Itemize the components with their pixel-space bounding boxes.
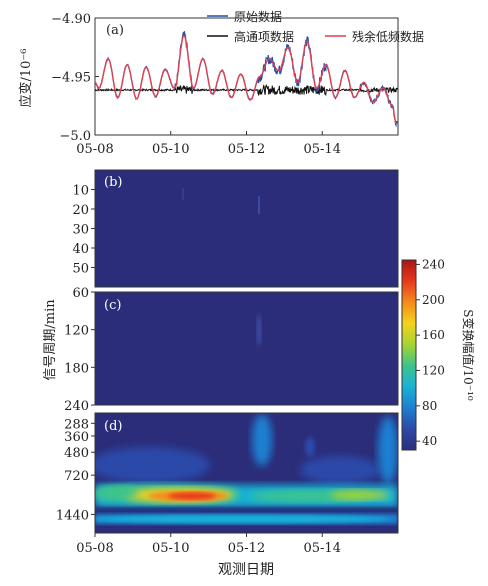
colorbar-tick-label: 120 xyxy=(422,363,445,377)
panel-d-xlabel: 观测日期 xyxy=(218,562,274,578)
panel-b-label: (b) xyxy=(104,175,122,190)
panel-d-ytick-label: 480 xyxy=(64,446,89,461)
panel-d-ytick-label: 1440 xyxy=(56,508,89,523)
colorbar-tick-label: 80 xyxy=(422,399,437,413)
colorbar-tick-label: 40 xyxy=(422,434,437,448)
panel-c-label: (c) xyxy=(104,298,121,313)
colorbar: 40 80 120 160 200 240 S变换幅值/10⁻¹⁰ xyxy=(401,257,476,451)
panel-c-ytick-label: 180 xyxy=(64,361,89,376)
panel-d-blob xyxy=(95,515,390,523)
panel-d-blob xyxy=(95,447,210,483)
panel-d-blob xyxy=(330,490,390,500)
panel-b-heatmap xyxy=(95,170,398,287)
panel-d-blob xyxy=(300,456,380,484)
panel-d-xtick-label: 05-12 xyxy=(228,541,265,556)
panel-a-ytick-label: −5.0 xyxy=(59,129,91,144)
panel-b-ytick-label: 50 xyxy=(72,262,89,277)
legend-label: 残余低频数据 xyxy=(352,29,424,44)
panel-a-ylabel: 应变/10⁻⁶ xyxy=(18,49,34,108)
panel-d-blob xyxy=(98,486,138,498)
panel-d-ytick-label: 360 xyxy=(64,430,89,445)
panel-d-gap xyxy=(95,508,398,514)
panel-c-ylabel: 信号周期/min xyxy=(43,299,58,381)
panel-d-blob xyxy=(305,437,315,457)
panel-b-ytick-label: 10 xyxy=(72,184,89,199)
panel-d-xtick-label: 05-14 xyxy=(304,541,341,556)
panel-a-ytick-label: −4.95 xyxy=(51,71,91,86)
panel-c-ytick-label: 240 xyxy=(64,399,89,414)
panel-c-frame xyxy=(94,291,399,406)
panel-b-ytick-label: 20 xyxy=(72,203,89,218)
panel-d-blob xyxy=(168,492,216,500)
legend-label: 高通项数据 xyxy=(234,29,294,44)
panel-a-xtick-label: 05-08 xyxy=(76,142,113,157)
colorbar-tick-label: 240 xyxy=(422,257,445,271)
panel-d-heatmap xyxy=(95,414,398,533)
panel-d-ytick-label: 288 xyxy=(64,417,89,432)
panel-a-xtick-label: 05-12 xyxy=(228,142,265,157)
colorbar-label: S变换幅值/10⁻¹⁰ xyxy=(461,309,476,401)
panel-d-xtick-label: 05-10 xyxy=(152,541,189,556)
colorbar-tick-label: 200 xyxy=(422,293,445,307)
panel-a-ytick-label: −4.90 xyxy=(51,12,91,27)
panel-c-heatmap xyxy=(95,292,398,405)
panel-c-ytick-label: 120 xyxy=(64,324,89,339)
panel-d-ytick-label: 720 xyxy=(64,469,89,484)
panel-a-xtick-label: 05-10 xyxy=(152,142,189,157)
colorbar-tick-label: 160 xyxy=(422,328,445,342)
panel-a: (a) −4.90−4.95−5.0 05-08 05-10 05-12 05-14 … xyxy=(18,9,424,157)
panel-a-xtick-label: 05-14 xyxy=(304,142,341,157)
panel-b-ytick-label: 40 xyxy=(72,242,89,257)
panel-c: (c) 60 120 180 240 信号周期/min xyxy=(43,286,399,414)
series-lowfreq-line xyxy=(95,34,398,124)
panel-d-blob xyxy=(252,414,272,466)
panel-a-label: (a) xyxy=(106,23,124,38)
panel-b-ytick-label: 30 xyxy=(72,223,89,238)
panel-c-ytick-label: 60 xyxy=(72,286,89,301)
panel-d-bottom xyxy=(95,526,398,533)
panel-b: (b) 10 20 30 40 50 xyxy=(72,169,399,288)
panel-c-feature xyxy=(257,314,261,346)
panel-d-label: (d) xyxy=(104,419,122,434)
panel-d-blob xyxy=(378,416,398,484)
legend-label: 原始数据 xyxy=(234,9,282,24)
panel-d-xtick-label: 05-08 xyxy=(76,541,113,556)
colorbar-gradient xyxy=(401,259,417,451)
